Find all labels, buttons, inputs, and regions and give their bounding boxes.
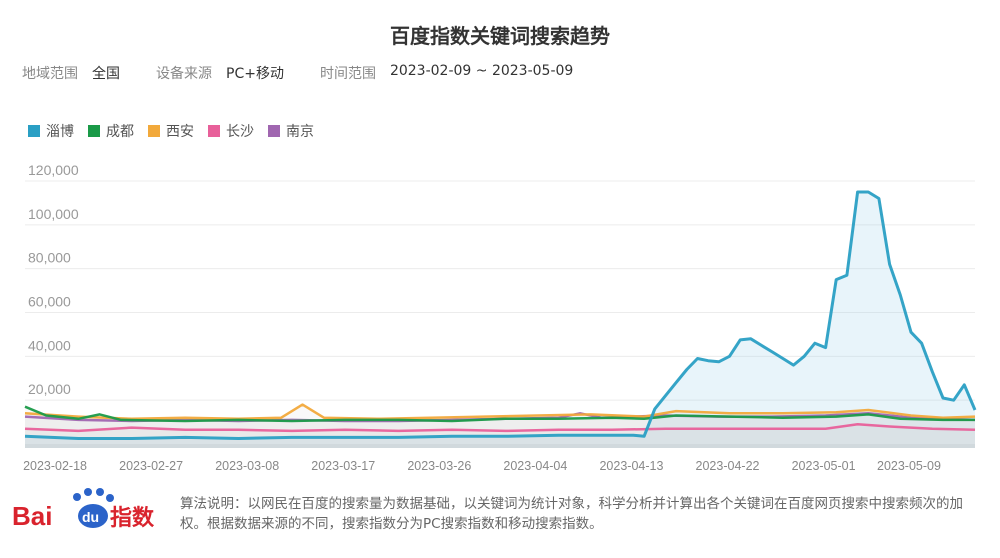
svg-text:指数: 指数: [110, 505, 155, 531]
legend-swatch: [148, 125, 160, 137]
legend-label: 西安: [166, 124, 194, 140]
series-line-4: [24, 423, 976, 433]
baidu-index-logo: Bai du 指数: [12, 485, 162, 535]
x-tick-label: 2023-04-13: [599, 459, 663, 473]
filter-bar: 地域范围 全国 设备来源 PC+移动 时间范围 2023-02-09 ~ 202…: [22, 63, 609, 83]
time-range-label: 时间范围: [319, 66, 376, 82]
x-tick-label: 2023-05-01: [792, 459, 856, 473]
series-line-3: [24, 403, 976, 421]
x-tick-label: 2023-02-18: [23, 459, 87, 473]
device-label: 设备来源: [156, 66, 212, 82]
series-area-1: [25, 192, 975, 448]
legend-swatch: [268, 125, 280, 137]
device-value[interactable]: PC+移动: [226, 66, 284, 82]
series-line-2: [24, 405, 975, 423]
legend-item[interactable]: 成都: [88, 121, 134, 141]
legend-swatch: [88, 125, 100, 137]
legend-label: 南京: [286, 124, 314, 140]
legend-item[interactable]: 西安: [148, 121, 194, 141]
legend-item[interactable]: 南京: [268, 121, 314, 141]
svg-text:du: du: [82, 509, 99, 525]
legend-label: 成都: [106, 124, 134, 140]
x-tick-label: 2023-03-17: [311, 459, 375, 473]
y-tick-label: 120,000: [28, 162, 79, 178]
time-range-value[interactable]: 2023-02-09 ~ 2023-05-09: [389, 63, 574, 79]
y-tick-label: 80,000: [28, 250, 71, 266]
y-tick-label: 40,000: [28, 337, 71, 353]
legend-item[interactable]: 长沙: [208, 121, 254, 141]
x-tick-label: 2023-03-26: [407, 459, 471, 473]
legend-swatch: [208, 125, 220, 137]
y-tick-label: 20,000: [28, 381, 71, 397]
legend-label: 淄博: [46, 124, 74, 140]
x-tick-label: 2023-05-09: [877, 459, 941, 473]
series-line-1: [24, 190, 977, 440]
legend-item[interactable]: 淄博: [28, 121, 74, 141]
region-value[interactable]: 全国: [92, 66, 120, 82]
line-chart: 20,000 40,000 60,000 80,000 100,000 120,000 20…: [23, 162, 977, 473]
y-tick-label: 60,000: [28, 294, 71, 310]
baidu-logo-icon: Bai du 指数: [12, 488, 155, 531]
algorithm-note: 算法说明：以网民在百度的搜索量为数据基础，以关键词为统计对象，科学分析并计算出各…: [180, 496, 963, 532]
y-tick-label: 100,000: [28, 206, 79, 222]
legend-swatch: [28, 125, 40, 137]
x-axis: [25, 444, 975, 448]
x-tick-label: 2023-02-27: [119, 459, 183, 473]
x-tick-label: 2023-04-04: [503, 459, 567, 473]
x-tick-label: 2023-04-22: [696, 459, 760, 473]
page-title: 百度指数关键词搜索趋势: [390, 24, 610, 48]
legend-label: 长沙: [226, 124, 254, 140]
x-tick-label: 2023-03-08: [215, 459, 279, 473]
region-label: 地域范围: [22, 66, 78, 82]
svg-text:Bai: Bai: [12, 501, 52, 531]
legend: 淄博 成都 西安 长沙 南京: [28, 121, 328, 141]
